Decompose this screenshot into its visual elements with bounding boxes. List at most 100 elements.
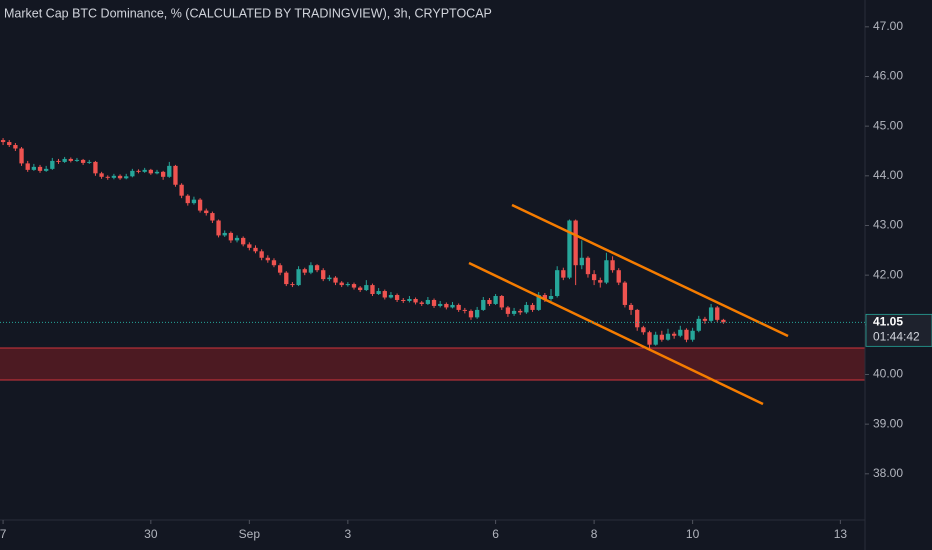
candle-body	[124, 176, 129, 179]
y-tick-label: 38.00	[873, 466, 903, 480]
candle-body	[370, 285, 375, 295]
x-tick-label: Sep	[239, 527, 261, 541]
candle-body	[388, 295, 394, 298]
candle-body	[333, 277, 338, 283]
candle-body	[413, 298, 418, 303]
candle-body	[179, 184, 184, 196]
candle-body	[573, 220, 578, 266]
candle-body	[647, 332, 652, 345]
candle-body	[241, 237, 246, 245]
candle-body	[68, 158, 73, 161]
last-price-box	[865, 313, 932, 347]
candle-body	[493, 296, 498, 304]
candle-body	[7, 142, 12, 146]
candle-body	[555, 270, 560, 297]
candle-body	[542, 295, 548, 299]
candle-body	[671, 333, 677, 336]
candle-body	[364, 285, 369, 291]
candle-body	[376, 291, 381, 295]
support-zone	[0, 348, 865, 380]
candle-body	[425, 299, 431, 304]
candle-body	[715, 307, 720, 320]
chart-title: Market Cap BTC Dominance, % (CALCULATED …	[4, 6, 492, 20]
candle-body	[0, 140, 6, 143]
candle-body	[548, 296, 554, 299]
x-tick-label: 13	[834, 527, 848, 541]
candle-body	[622, 282, 628, 305]
candle-body	[499, 296, 504, 308]
candle-body	[37, 166, 43, 171]
x-tick-label: 30	[144, 527, 158, 541]
candle-body	[358, 287, 363, 291]
candle-body	[253, 247, 258, 252]
candle-body	[62, 158, 67, 162]
candle-body	[19, 148, 24, 164]
candles	[0, 138, 726, 349]
candle-body	[407, 298, 412, 301]
candle-body	[468, 310, 474, 318]
candle-body	[561, 270, 566, 278]
candle-body	[265, 257, 270, 261]
candle-body	[641, 327, 646, 333]
candle-body	[105, 176, 110, 178]
candle-body	[74, 159, 80, 161]
candle-body	[702, 318, 708, 321]
candle-body	[696, 318, 701, 331]
candle-body	[327, 277, 332, 280]
candle-body	[222, 232, 227, 236]
candle-body	[80, 159, 86, 163]
x-tick-label: 8	[591, 527, 598, 541]
last-price-label: 41.05	[873, 315, 903, 329]
candle-body	[160, 171, 166, 177]
candle-body	[604, 260, 609, 283]
candle-body	[191, 199, 197, 204]
y-tick-label: 46.00	[873, 69, 903, 83]
candle-body	[111, 175, 117, 178]
candle-body	[154, 171, 160, 174]
candle-body	[382, 291, 387, 298]
candle-body	[87, 161, 92, 163]
candle-body	[31, 166, 37, 170]
candle-body	[136, 170, 141, 172]
candle-body	[579, 257, 584, 266]
candle-body	[204, 210, 209, 214]
candle-body	[628, 304, 634, 310]
candle-body	[616, 270, 621, 283]
candle-body	[598, 280, 603, 283]
candle-body	[653, 334, 658, 345]
candle-body	[216, 220, 221, 236]
candle-body	[450, 304, 455, 308]
candle-body	[351, 284, 357, 288]
candle-body	[585, 257, 591, 275]
y-tick-label: 43.00	[873, 218, 903, 232]
candle-body	[678, 329, 683, 336]
candle-body	[142, 169, 147, 172]
candle-body	[708, 307, 714, 321]
channel-lower	[468, 261, 764, 406]
candle-body	[481, 299, 486, 310]
candle-body	[659, 334, 664, 340]
candle-body	[524, 304, 529, 313]
candle-body	[610, 260, 615, 271]
candle-body	[444, 303, 449, 308]
candle-body	[635, 309, 640, 328]
candle-body	[419, 302, 424, 304]
candle-body	[684, 329, 689, 340]
candle-body	[185, 195, 190, 204]
candle-body	[690, 330, 695, 340]
y-tick-label: 44.00	[873, 168, 903, 182]
candle-body	[308, 265, 314, 273]
candle-body	[721, 319, 726, 323]
candle-body	[247, 244, 252, 248]
candle-body	[228, 232, 234, 241]
candle-body	[567, 220, 572, 278]
candle-body	[271, 260, 277, 266]
candle-body	[130, 170, 135, 177]
candle-body	[148, 169, 153, 174]
x-tick-label: 6	[492, 527, 499, 541]
candle-body	[665, 333, 671, 340]
candle-body	[234, 237, 240, 241]
candle-body	[314, 265, 320, 271]
